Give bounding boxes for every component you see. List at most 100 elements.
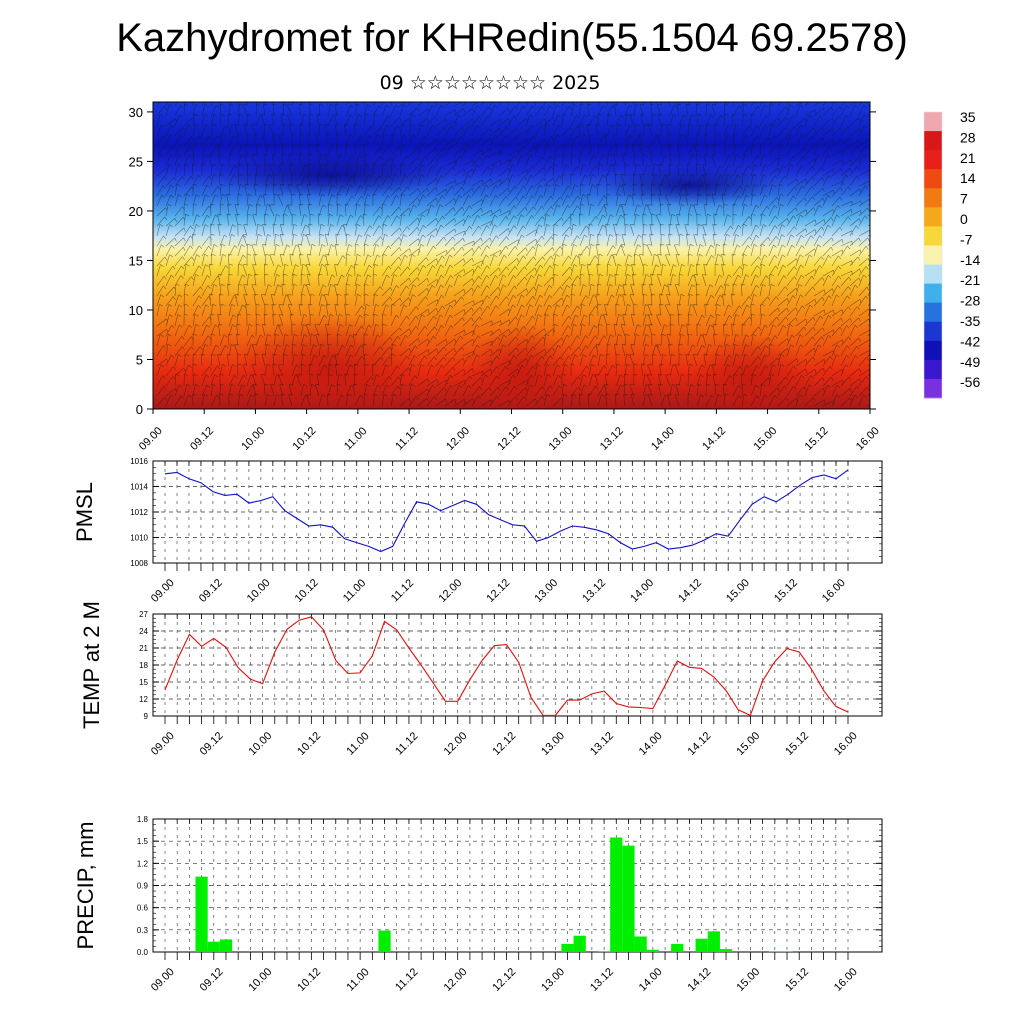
heatmap-y-axis: 0 5 10 15 20 25 30: [129, 105, 876, 417]
precip-panel-bar: [378, 930, 391, 952]
colorbar-segment: [924, 302, 942, 323]
temp-panel-ytick-label: 27: [139, 610, 148, 619]
colorbar-segment: [924, 264, 942, 285]
pmsl-panel-ytick-label: 1008: [130, 559, 148, 568]
precip-panel-xtick-label: 11.12: [393, 966, 420, 993]
temp-panel-ytick-label: 9: [144, 712, 149, 721]
precip-panel-xtick-label: 10.12: [295, 966, 323, 994]
colorbar-segment: [924, 340, 942, 361]
precip-panel-xtick-label: 15.00: [734, 966, 762, 994]
colorbar-segment: [924, 169, 942, 189]
heat-xtick-label: 15.00: [751, 425, 779, 453]
colorbar-segment: [924, 188, 942, 208]
heat-xtick-label: 11.00: [342, 425, 369, 452]
heat-xtick-label: 13.00: [547, 425, 575, 453]
heat-xtick-label: 09.00: [137, 425, 165, 453]
colorbar-segment: [924, 283, 942, 304]
precip-panel-bar: [780, 951, 794, 952]
pmsl-panel: 1008 1010 1012 1014 1016 09.00 09.12 10.00 10.12…: [72, 457, 883, 605]
temp-panel-xtick-label: 10.12: [295, 730, 323, 758]
heat-xtick-label: 14.00: [649, 425, 677, 453]
precip-panel-bar: [622, 845, 635, 952]
temp-panel-xtick-label: 15.00: [734, 730, 762, 758]
precip-panel-bar: [195, 876, 208, 952]
colorbar-label: -21: [960, 272, 980, 288]
cross-section-panel: 0 5 10 15 20 25 30 09.00 09.12 10.00 10.12 11.00 11…: [129, 101, 882, 453]
precip-panel-bar: [671, 943, 684, 952]
colorbar-label: 21: [960, 150, 976, 166]
pmsl-panel-ytick-label: 1014: [130, 483, 148, 492]
heat-xtick-label: 09.12: [188, 425, 216, 453]
colorbar-segment: [924, 359, 942, 380]
chart-subtitle: 09 ☆☆☆☆☆☆☆☆ 2025: [379, 72, 601, 94]
heat-xtick-label: 15.12: [803, 425, 831, 453]
colorbar: 35 28 21 14 7 0 -7 -14 -21 -28 -35 -42 -49 -56: [923, 109, 980, 399]
temp-panel-xtick-label: 11.00: [344, 730, 371, 757]
heat-xtick-label: 10.12: [291, 425, 319, 453]
colorbar-frame: [923, 111, 943, 399]
precip-panel-bar: [695, 938, 708, 952]
pmsl-panel-xtick-label: 15.12: [772, 577, 800, 605]
colorbar-segment: [924, 131, 942, 151]
temp-panel-ytick-label: 24: [139, 627, 148, 636]
heat-ytick-label: 0: [136, 402, 143, 417]
pmsl-panel-xtick-label: 11.12: [389, 577, 416, 604]
heat-ytick-label: 15: [129, 253, 143, 268]
colorbar-label: -28: [960, 293, 980, 309]
heat-ytick-label: 5: [136, 352, 143, 367]
heat-xtick-label: 14.12: [700, 425, 728, 453]
temp-panel-xtick-label: 12.00: [442, 730, 470, 758]
precip-panel-ytick-label: 1.8: [137, 815, 149, 824]
pmsl-panel-xtick-label: 16.00: [820, 577, 848, 605]
precip-panel-bar: [610, 837, 623, 952]
precip-panel-ytick-label: 0.9: [137, 882, 149, 891]
colorbar-label: 28: [960, 129, 976, 145]
temp-panel-xtick-label: 16.00: [832, 730, 860, 758]
warm-core-2: [465, 325, 575, 409]
colorbar-label: 7: [960, 191, 968, 207]
heat-xtick-label: 11.12: [393, 425, 420, 452]
precip-panel-bar: [573, 935, 586, 952]
temp-panel: 9 12 15 18 21 24 27 09.00 09.12 10.00 10.12 11.00 11…: [79, 601, 883, 758]
precip-panel-ytick-label: 1.5: [137, 837, 149, 846]
colorbar-label: -7: [960, 231, 973, 247]
temp-panel-xtick-label: 11.12: [393, 730, 420, 757]
temp-panel-xtick-label: 14.00: [637, 730, 665, 758]
pmsl-panel-xtick-label: 13.00: [532, 577, 560, 605]
temp-panel-xtick-label: 15.12: [783, 730, 811, 758]
pmsl-panel-ylabel: PMSL: [72, 482, 97, 542]
precip-panel-xtick-label: 14.12: [686, 966, 714, 994]
precip-panel-ytick-label: 0.0: [137, 948, 149, 957]
pmsl-panel-ytick-label: 1010: [130, 534, 148, 543]
precip-panel-xtick-label: 10.00: [246, 966, 274, 994]
temp-panel-xtick-label: 12.12: [490, 730, 518, 758]
pmsl-panel-xtick-label: 09.12: [197, 577, 225, 605]
colorbar-segment: [924, 321, 942, 342]
precip-panel-xtick-label: 13.00: [539, 966, 567, 994]
temp-panel-ytick-label: 21: [139, 644, 148, 653]
colorbar-segment: [924, 112, 942, 132]
precip-panel-ytick-label: 0.6: [137, 904, 149, 913]
warm-core-3: [690, 335, 810, 409]
precip-panel-xtick-label: 14.00: [637, 966, 665, 994]
colorbar-segment: [924, 150, 942, 170]
colorbar-label: -35: [960, 313, 980, 329]
precip-panel-bar: [646, 949, 659, 952]
colorbar-label: -14: [960, 252, 980, 268]
precip-panel-xtick-label: 12.00: [442, 966, 470, 994]
precip-panel-bar: [207, 941, 220, 952]
pmsl-panel-series-line: [164, 469, 849, 553]
pmsl-panel-xtick-label: 14.00: [628, 577, 656, 605]
pmsl-panel-xtick-label: 12.00: [436, 577, 464, 605]
temp-panel-ytick-label: 18: [139, 661, 148, 670]
precip-panel-xtick-label: 16.00: [832, 966, 860, 994]
temp-panel-xtick-label: 13.00: [539, 730, 567, 758]
precip-panel-xtick-label: 09.00: [149, 966, 177, 994]
precip-panel-bar: [561, 943, 574, 952]
heat-xtick-label: 16.00: [854, 425, 882, 453]
precip-panel-bar: [634, 936, 647, 952]
precip-panel-bar: [707, 931, 720, 952]
chart-title: Kazhydromet for KHRedin(55.1504 69.2578): [116, 16, 908, 60]
temp-panel-xtick-label: 13.12: [588, 730, 616, 758]
